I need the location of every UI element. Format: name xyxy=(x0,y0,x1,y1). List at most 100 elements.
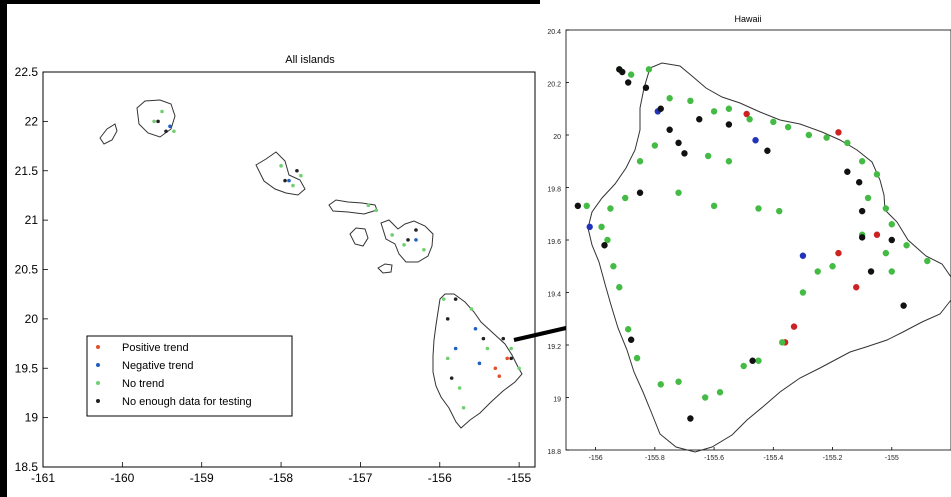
right-data-point xyxy=(586,223,593,231)
right-data-point xyxy=(882,205,890,212)
left-data-point xyxy=(505,356,510,361)
left-y-tick-label: 22.5 xyxy=(15,65,39,79)
legend-marker-no-data xyxy=(96,399,100,403)
left-x-tick-label: -157 xyxy=(348,471,372,485)
right-data-point xyxy=(701,394,709,401)
right-y-tick-label: 20.4 xyxy=(547,29,561,36)
island-kauai xyxy=(136,99,176,138)
right-data-point xyxy=(675,189,682,196)
right-data-point xyxy=(903,242,910,249)
left-data-point xyxy=(287,178,291,183)
left-data-point xyxy=(168,124,172,129)
right-data-point xyxy=(633,354,641,362)
right-data-point xyxy=(790,323,798,330)
left-border xyxy=(0,0,7,497)
left-data-point xyxy=(366,203,371,208)
right-data-point xyxy=(853,284,860,291)
left-y-tick-label: 20 xyxy=(25,312,39,326)
right-x-tick-label: -155.2 xyxy=(823,455,843,462)
right-data-point xyxy=(752,137,759,144)
right-data-point xyxy=(805,131,813,139)
right-x-tick-label: -155.8 xyxy=(645,455,665,462)
legend-item-no-trend: No trend xyxy=(96,378,164,390)
right-data-point xyxy=(624,326,632,333)
right-data-point xyxy=(725,158,733,165)
right-data-point xyxy=(636,189,644,196)
left-x-tick-label: -159 xyxy=(190,471,214,485)
legend-label-positive: Positive trend xyxy=(122,342,189,354)
left-data-point xyxy=(453,297,458,301)
right-data-point xyxy=(835,249,842,257)
left-data-point xyxy=(374,208,379,213)
left-data-point xyxy=(156,119,160,124)
right-data-points xyxy=(574,66,931,422)
right-data-point xyxy=(657,381,664,388)
left-y-tick-label: 19.5 xyxy=(15,361,39,375)
right-data-point xyxy=(882,249,890,257)
left-data-point xyxy=(473,326,478,331)
right-data-point xyxy=(696,116,703,123)
right-data-point xyxy=(924,257,931,265)
right-data-point xyxy=(770,118,777,126)
right-data-point xyxy=(888,236,895,244)
left-y-tick-label: 19 xyxy=(25,411,39,425)
right-data-point xyxy=(778,339,786,346)
right-data-point xyxy=(755,357,762,364)
right-data-point xyxy=(645,66,653,73)
island-kahoolawe xyxy=(377,263,393,274)
right-data-point xyxy=(755,205,762,212)
right-data-point xyxy=(604,236,611,244)
left-data-point xyxy=(390,233,394,237)
right-data-point xyxy=(598,223,605,231)
left-data-point xyxy=(481,336,486,341)
right-data-point xyxy=(651,142,659,149)
right-data-point xyxy=(858,207,866,215)
left-x-tick-label: -160 xyxy=(110,471,134,485)
left-data-point xyxy=(441,297,446,301)
right-data-point xyxy=(636,158,644,165)
right-data-point xyxy=(607,205,614,212)
legend-label-no-trend: No trend xyxy=(122,378,164,390)
left-data-point xyxy=(445,317,450,321)
right-x-tick-label: -156 xyxy=(589,455,603,462)
legend-item-positive: Positive trend xyxy=(96,342,189,354)
right-data-point xyxy=(844,139,851,147)
right-y-tick-label: 19.6 xyxy=(547,239,561,246)
island-lanai xyxy=(349,227,369,247)
right-data-point xyxy=(823,134,830,141)
left-x-tick-label: -156 xyxy=(428,471,452,485)
right-data-point xyxy=(858,158,866,165)
right-data-point xyxy=(610,263,617,270)
left-chart-title: All islands xyxy=(285,54,335,66)
right-data-point xyxy=(583,202,590,210)
right-data-point xyxy=(749,357,756,364)
left-x-tick-label: -161 xyxy=(31,471,55,485)
right-data-point xyxy=(740,362,747,370)
right-data-point xyxy=(864,194,872,202)
left-data-point xyxy=(291,183,295,188)
right-data-point xyxy=(835,129,842,136)
right-data-point xyxy=(900,302,907,309)
left-data-point xyxy=(152,119,156,124)
right-data-point xyxy=(619,68,626,76)
left-data-point xyxy=(457,386,462,390)
left-data-point xyxy=(477,361,482,366)
left-data-points xyxy=(152,109,521,410)
island-molokai xyxy=(328,199,378,215)
right-data-point xyxy=(829,263,836,270)
left-x-tick-label: -158 xyxy=(269,471,293,485)
right-data-point xyxy=(814,268,821,275)
island-oahu xyxy=(255,151,306,196)
right-data-point xyxy=(743,110,750,118)
right-data-point xyxy=(666,95,673,102)
left-data-point xyxy=(497,374,502,378)
left-data-point xyxy=(485,346,490,351)
right-data-point xyxy=(888,268,895,275)
right-data-point xyxy=(622,194,629,202)
right-data-point xyxy=(657,105,664,112)
top-border xyxy=(0,0,540,4)
left-data-point xyxy=(501,336,506,341)
right-chart-title: Hawaii xyxy=(734,14,761,24)
right-data-point xyxy=(687,415,694,422)
